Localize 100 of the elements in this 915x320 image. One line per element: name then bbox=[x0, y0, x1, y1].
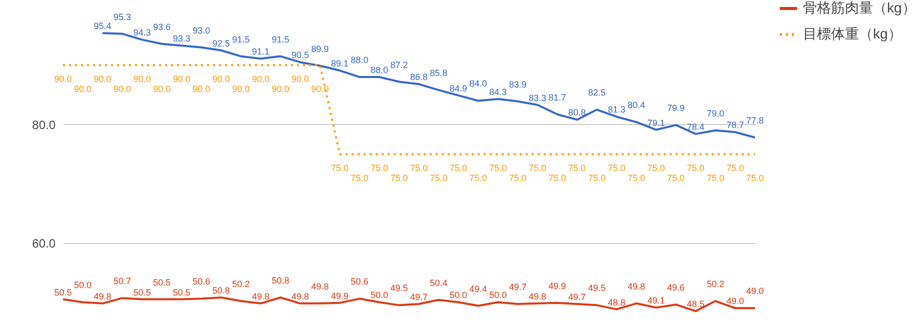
data-label: 75.0 bbox=[608, 163, 626, 174]
data-label: 88.0 bbox=[370, 65, 388, 76]
data-label: 75.0 bbox=[450, 163, 468, 174]
data-label: 49.8 bbox=[311, 281, 329, 292]
data-label: 49.8 bbox=[94, 291, 112, 302]
data-label: 50.7 bbox=[114, 276, 132, 286]
data-label: 75.0 bbox=[350, 173, 368, 184]
data-label: 77.8 bbox=[746, 115, 764, 126]
data-label: 93.6 bbox=[153, 22, 171, 32]
data-label: 95.3 bbox=[114, 12, 132, 22]
data-label: 75.0 bbox=[390, 173, 408, 184]
data-label: 80.8 bbox=[568, 108, 586, 118]
data-label: 50.5 bbox=[54, 287, 72, 298]
data-label: 75.0 bbox=[628, 173, 646, 184]
data-label: 48.5 bbox=[686, 299, 704, 310]
data-label: 75.0 bbox=[746, 173, 764, 184]
data-label: 90.0 bbox=[192, 84, 210, 94]
data-label: 50.5 bbox=[153, 277, 171, 288]
data-label: 50.6 bbox=[350, 276, 368, 287]
data-label: 49.4 bbox=[469, 284, 487, 294]
data-label: 75.0 bbox=[647, 163, 665, 174]
data-label: 49.8 bbox=[291, 291, 310, 302]
data-label: 75.0 bbox=[706, 173, 724, 184]
data-label: 80.4 bbox=[628, 100, 646, 110]
data-label: 88.0 bbox=[350, 55, 368, 66]
data-label: 50.2 bbox=[232, 279, 250, 290]
data-label: 75.0 bbox=[430, 173, 448, 184]
data-label: 85.8 bbox=[430, 68, 448, 78]
legend-label: 目標体重（kg） bbox=[803, 26, 902, 42]
data-label: 84.0 bbox=[469, 78, 487, 89]
data-label: 50.6 bbox=[192, 276, 210, 287]
data-label: 84.9 bbox=[450, 83, 468, 94]
data-label: 93.3 bbox=[172, 34, 190, 44]
data-label: 75.0 bbox=[469, 173, 487, 184]
data-label: 78.7 bbox=[726, 120, 744, 130]
data-label: 89.1 bbox=[331, 58, 349, 69]
data-label: 81.7 bbox=[548, 92, 566, 102]
data-label: 79.0 bbox=[706, 108, 724, 118]
data-label: 83.9 bbox=[508, 79, 527, 90]
data-label: 91.1 bbox=[252, 46, 270, 57]
data-label: 90.0 bbox=[291, 74, 310, 84]
data-label: 49.0 bbox=[726, 296, 744, 306]
data-label: 49.1 bbox=[647, 296, 665, 306]
data-label: 75.0 bbox=[410, 163, 428, 174]
data-label: 75.0 bbox=[667, 173, 685, 184]
data-label: 90.0 bbox=[232, 84, 250, 94]
data-label: 50.8 bbox=[272, 275, 290, 286]
data-label: 90.0 bbox=[133, 74, 151, 84]
data-label: 89.9 bbox=[311, 44, 329, 54]
data-label: 87.2 bbox=[390, 60, 408, 70]
data-label: 75.0 bbox=[508, 173, 527, 184]
data-label: 50.2 bbox=[706, 279, 724, 290]
data-label: 49.7 bbox=[508, 282, 527, 292]
data-label: 83.3 bbox=[528, 92, 546, 103]
data-label: 92.5 bbox=[212, 38, 230, 48]
data-label: 75.0 bbox=[370, 163, 388, 174]
data-label: 90.0 bbox=[311, 84, 329, 94]
data-label: 90.0 bbox=[94, 74, 112, 84]
data-label: 90.0 bbox=[172, 74, 190, 84]
data-label: 75.0 bbox=[489, 163, 507, 174]
data-label: 84.3 bbox=[489, 86, 507, 97]
data-label: 91.5 bbox=[232, 34, 250, 44]
data-label: 49.7 bbox=[568, 292, 586, 302]
data-label: 75.0 bbox=[588, 173, 606, 184]
data-label: 75.0 bbox=[548, 173, 566, 184]
data-label: 50.0 bbox=[74, 280, 92, 290]
y-tick-label: 80.0 bbox=[32, 118, 56, 132]
data-label: 79.1 bbox=[647, 118, 665, 128]
data-label: 50.8 bbox=[212, 285, 230, 296]
data-label: 50.0 bbox=[370, 290, 388, 300]
data-label: 90.0 bbox=[114, 84, 132, 94]
data-label: 82.5 bbox=[588, 88, 606, 98]
data-label: 49.8 bbox=[528, 291, 546, 302]
data-label: 49.5 bbox=[390, 283, 408, 294]
data-label: 90.0 bbox=[74, 84, 92, 94]
data-label: 78.4 bbox=[686, 122, 704, 132]
data-label: 50.0 bbox=[489, 290, 507, 300]
data-label: 90.0 bbox=[153, 84, 171, 94]
data-label: 90.0 bbox=[272, 84, 290, 94]
data-label: 48.8 bbox=[608, 297, 626, 308]
data-label: 93.0 bbox=[192, 25, 210, 36]
data-label: 75.0 bbox=[568, 163, 586, 174]
data-label: 49.8 bbox=[252, 291, 270, 302]
data-label: 49.9 bbox=[331, 290, 349, 301]
data-label: 49.9 bbox=[548, 280, 566, 291]
data-label: 90.0 bbox=[252, 74, 270, 84]
data-label: 50.0 bbox=[450, 290, 468, 300]
data-label: 95.4 bbox=[94, 21, 112, 32]
data-label: 79.9 bbox=[667, 103, 685, 114]
data-label: 75.0 bbox=[331, 163, 349, 174]
data-label: 81.3 bbox=[608, 104, 626, 115]
data-label: 49.0 bbox=[746, 286, 764, 296]
data-label: 94.3 bbox=[133, 28, 151, 38]
data-label: 49.6 bbox=[667, 282, 685, 293]
data-label: 75.0 bbox=[726, 163, 744, 174]
data-label: 90.5 bbox=[291, 50, 310, 60]
data-label: 50.4 bbox=[430, 278, 448, 288]
legend-label: 骨格筋肉量（kg） bbox=[803, 0, 915, 16]
data-label: 49.7 bbox=[410, 292, 428, 302]
data-label: 50.5 bbox=[133, 287, 151, 298]
